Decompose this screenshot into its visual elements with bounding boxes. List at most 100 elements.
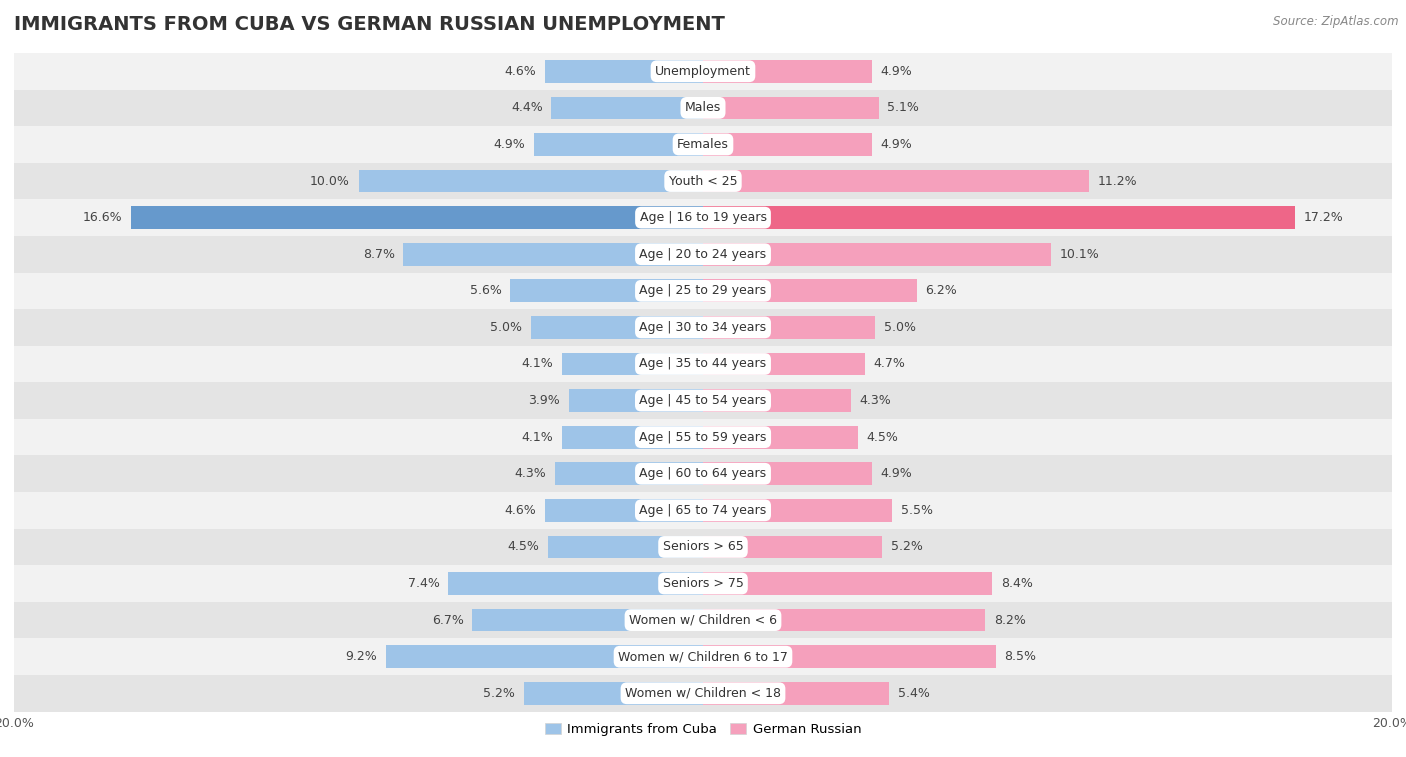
Bar: [544, 60, 703, 83]
Bar: [14, 419, 1392, 456]
Text: Age | 45 to 54 years: Age | 45 to 54 years: [640, 394, 766, 407]
Bar: [14, 53, 1392, 89]
Bar: [703, 463, 872, 485]
Bar: [531, 316, 703, 338]
Bar: [14, 126, 1392, 163]
Text: 4.9%: 4.9%: [880, 138, 912, 151]
Text: Age | 30 to 34 years: Age | 30 to 34 years: [640, 321, 766, 334]
Text: Age | 55 to 59 years: Age | 55 to 59 years: [640, 431, 766, 444]
Bar: [703, 426, 858, 448]
Text: 11.2%: 11.2%: [1098, 175, 1137, 188]
Text: 4.4%: 4.4%: [510, 101, 543, 114]
Text: 10.0%: 10.0%: [311, 175, 350, 188]
Bar: [359, 170, 703, 192]
Bar: [568, 389, 703, 412]
Bar: [14, 273, 1392, 309]
Bar: [703, 499, 893, 522]
Text: Source: ZipAtlas.com: Source: ZipAtlas.com: [1274, 15, 1399, 28]
Bar: [703, 207, 1295, 229]
Text: 8.4%: 8.4%: [1001, 577, 1033, 590]
Bar: [14, 565, 1392, 602]
Text: 5.0%: 5.0%: [491, 321, 522, 334]
Legend: Immigrants from Cuba, German Russian: Immigrants from Cuba, German Russian: [540, 718, 866, 741]
Text: 17.2%: 17.2%: [1305, 211, 1344, 224]
Text: Seniors > 75: Seniors > 75: [662, 577, 744, 590]
Text: 3.9%: 3.9%: [529, 394, 560, 407]
Bar: [703, 389, 851, 412]
Bar: [703, 170, 1088, 192]
Text: 4.5%: 4.5%: [508, 540, 540, 553]
Text: 4.3%: 4.3%: [515, 467, 547, 480]
Bar: [14, 492, 1392, 528]
Text: 7.4%: 7.4%: [408, 577, 440, 590]
Bar: [703, 316, 875, 338]
Text: Women w/ Children < 18: Women w/ Children < 18: [626, 687, 780, 699]
Text: 4.5%: 4.5%: [866, 431, 898, 444]
Bar: [703, 572, 993, 595]
Text: 4.7%: 4.7%: [873, 357, 905, 370]
Bar: [703, 682, 889, 705]
Text: 5.2%: 5.2%: [891, 540, 922, 553]
Bar: [551, 97, 703, 119]
Bar: [562, 426, 703, 448]
Bar: [14, 163, 1392, 199]
Text: Seniors > 65: Seniors > 65: [662, 540, 744, 553]
Bar: [544, 499, 703, 522]
Bar: [14, 675, 1392, 712]
Bar: [703, 353, 865, 375]
Text: Age | 16 to 19 years: Age | 16 to 19 years: [640, 211, 766, 224]
Text: 4.6%: 4.6%: [505, 65, 536, 78]
Bar: [703, 133, 872, 156]
Text: 6.7%: 6.7%: [432, 614, 464, 627]
Bar: [14, 602, 1392, 638]
Text: 5.1%: 5.1%: [887, 101, 920, 114]
Bar: [404, 243, 703, 266]
Text: Males: Males: [685, 101, 721, 114]
Bar: [14, 346, 1392, 382]
Bar: [703, 609, 986, 631]
Bar: [703, 97, 879, 119]
Bar: [14, 309, 1392, 346]
Bar: [703, 646, 995, 668]
Bar: [449, 572, 703, 595]
Text: Age | 65 to 74 years: Age | 65 to 74 years: [640, 504, 766, 517]
Text: Women w/ Children 6 to 17: Women w/ Children 6 to 17: [619, 650, 787, 663]
Text: 4.9%: 4.9%: [880, 467, 912, 480]
Text: 4.1%: 4.1%: [522, 431, 553, 444]
Text: 8.2%: 8.2%: [994, 614, 1026, 627]
Text: IMMIGRANTS FROM CUBA VS GERMAN RUSSIAN UNEMPLOYMENT: IMMIGRANTS FROM CUBA VS GERMAN RUSSIAN U…: [14, 15, 725, 34]
Bar: [548, 536, 703, 558]
Text: Unemployment: Unemployment: [655, 65, 751, 78]
Text: 5.6%: 5.6%: [470, 285, 502, 298]
Text: 8.7%: 8.7%: [363, 248, 395, 260]
Text: Females: Females: [678, 138, 728, 151]
Bar: [703, 60, 872, 83]
Bar: [14, 236, 1392, 273]
Text: Women w/ Children < 6: Women w/ Children < 6: [628, 614, 778, 627]
Bar: [524, 682, 703, 705]
Text: 4.9%: 4.9%: [880, 65, 912, 78]
Text: 4.9%: 4.9%: [494, 138, 526, 151]
Bar: [703, 279, 917, 302]
Text: 10.1%: 10.1%: [1060, 248, 1099, 260]
Bar: [472, 609, 703, 631]
Bar: [14, 89, 1392, 126]
Bar: [14, 638, 1392, 675]
Text: Youth < 25: Youth < 25: [669, 175, 737, 188]
Bar: [387, 646, 703, 668]
Bar: [510, 279, 703, 302]
Text: 4.1%: 4.1%: [522, 357, 553, 370]
Text: 16.6%: 16.6%: [83, 211, 122, 224]
Bar: [14, 528, 1392, 565]
Bar: [555, 463, 703, 485]
Bar: [14, 382, 1392, 419]
Text: 6.2%: 6.2%: [925, 285, 957, 298]
Bar: [131, 207, 703, 229]
Text: 5.2%: 5.2%: [484, 687, 515, 699]
Text: Age | 25 to 29 years: Age | 25 to 29 years: [640, 285, 766, 298]
Bar: [703, 243, 1050, 266]
Text: 5.5%: 5.5%: [901, 504, 934, 517]
Text: Age | 35 to 44 years: Age | 35 to 44 years: [640, 357, 766, 370]
Bar: [14, 456, 1392, 492]
Text: 8.5%: 8.5%: [1004, 650, 1036, 663]
